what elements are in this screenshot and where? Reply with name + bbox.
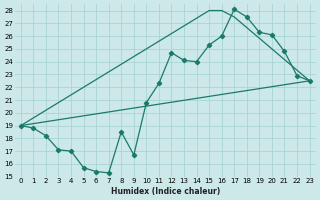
X-axis label: Humidex (Indice chaleur): Humidex (Indice chaleur) [111, 187, 220, 196]
